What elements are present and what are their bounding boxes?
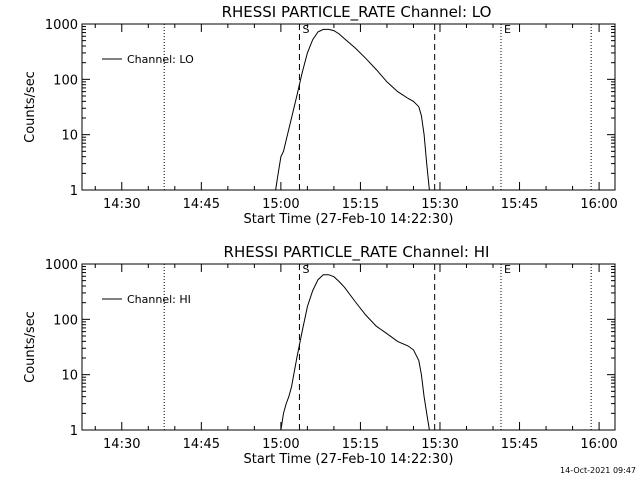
panel-2-title: RHESSI PARTICLE_RATE Channel: HI (224, 243, 490, 262)
panel-2-y-tick-label: 1000 (45, 258, 78, 273)
panel-2-series-line (280, 274, 430, 431)
panel-1-x-axis-label: Start Time (27-Feb-10 14:22:30) (244, 212, 454, 227)
panel-1-y-tick-label: 1 (70, 184, 78, 199)
panel-2-y-tick-label: 10 (61, 369, 78, 384)
panel-1-x-tick-label: 15:00 (262, 197, 299, 212)
panel-1-y-tick-label: 1000 (45, 18, 78, 33)
panel-2-y-tick-label: 1 (70, 424, 78, 439)
panel-2-x-tick-label: 16:00 (580, 437, 617, 452)
panel-1-x-tick-label: 14:30 (103, 197, 140, 212)
panel-2-marker-label: S (302, 263, 309, 276)
panel-1-marker-label: E (504, 23, 511, 36)
timestamp: 14-Oct-2021 09:47 (560, 466, 636, 475)
panel-1-x-tick-label: 15:45 (501, 197, 538, 212)
panel-2-marker-label: E (504, 263, 511, 276)
panel-1-y-tick-label: 10 (61, 129, 78, 144)
panel-1-x-tick-label: 15:15 (342, 197, 379, 212)
panel-1-y-axis-label: Counts/sec (23, 71, 38, 143)
panel-2-y-tick-label: 100 (53, 313, 78, 328)
panel-1-x-tick-label: 16:00 (580, 197, 617, 212)
panel-1-plot-frame (81, 23, 616, 191)
panel-1-legend-label: Channel: LO (127, 53, 194, 66)
panel-1-title: RHESSI PARTICLE_RATE Channel: LO (222, 3, 492, 22)
panel-1-series-line (275, 28, 430, 191)
panel-2-x-tick-label: 14:45 (183, 437, 220, 452)
panel-1-marker-label: S (302, 23, 309, 36)
panel-2-x-tick-label: 15:30 (421, 437, 458, 452)
panel-2-x-axis-label: Start Time (27-Feb-10 14:22:30) (244, 452, 454, 467)
panel-2-plot-frame (81, 263, 616, 431)
panel-2-x-tick-label: 15:45 (501, 437, 538, 452)
panel-2-y-axis-label: Counts/sec (23, 311, 38, 383)
panel-1-x-tick-label: 14:45 (183, 197, 220, 212)
panel-2-legend-label: Channel: HI (127, 293, 191, 306)
panel-2-x-tick-label: 15:00 (262, 437, 299, 452)
panel-1-y-tick-label: 100 (53, 73, 78, 88)
panel-1-x-tick-label: 15:30 (421, 197, 458, 212)
panel-2-x-tick-label: 15:15 (342, 437, 379, 452)
panel-2-x-tick-label: 14:30 (103, 437, 140, 452)
